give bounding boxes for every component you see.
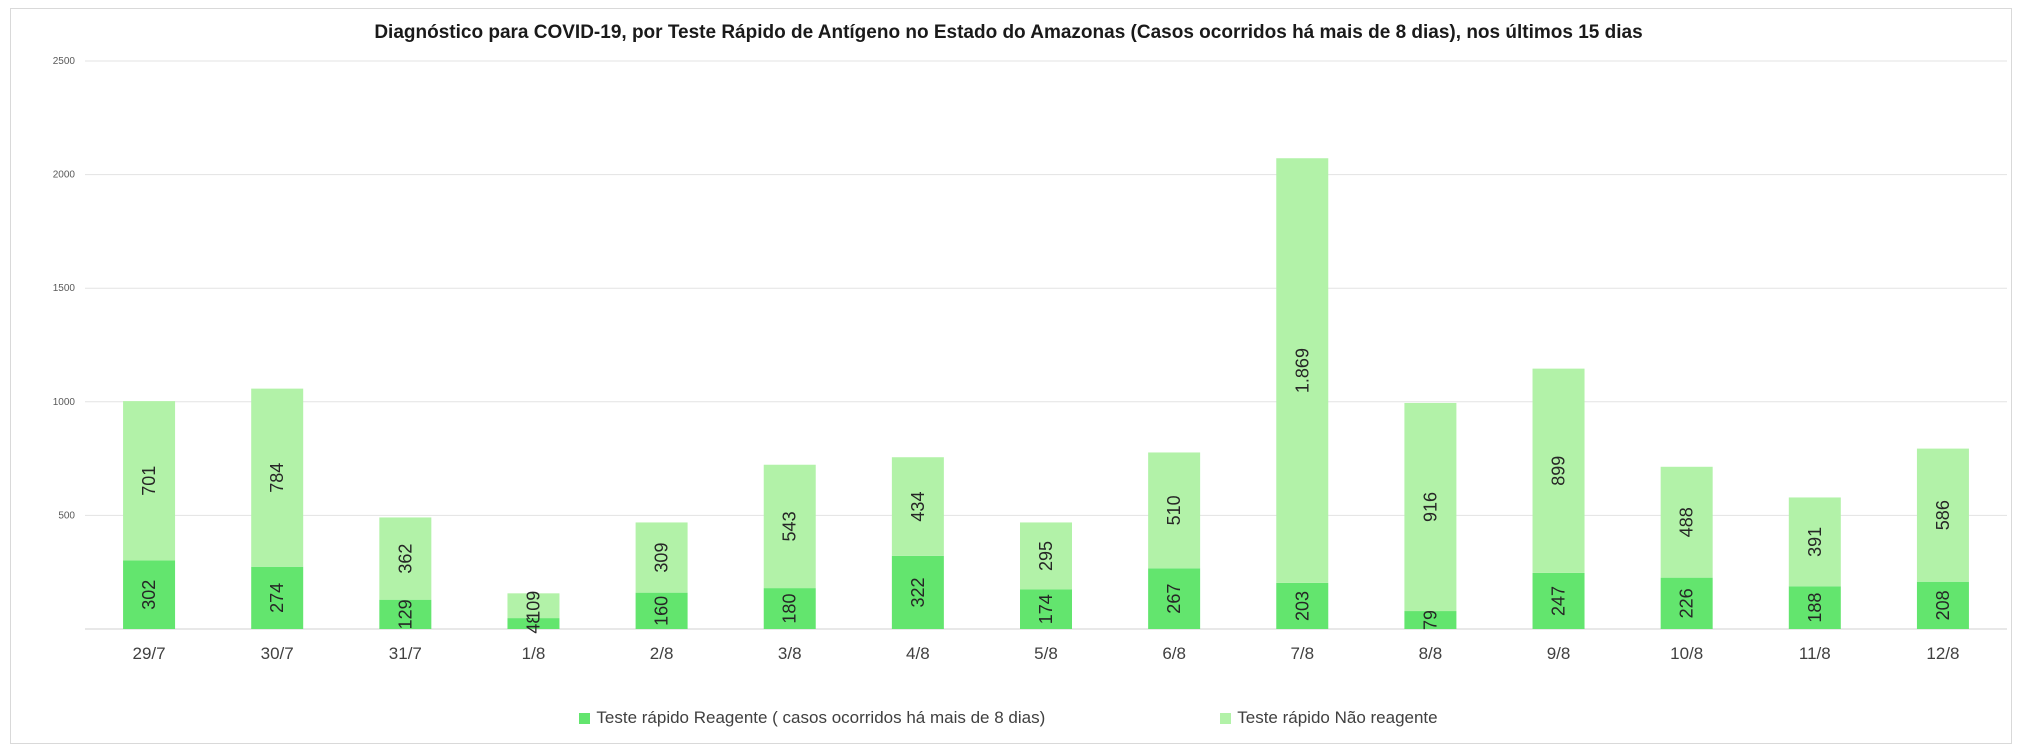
data-label: 247 [1549,586,1569,616]
data-label: 203 [1292,591,1312,621]
legend-swatch-reagente [579,712,591,724]
bar-nao-reagente [1788,497,1841,587]
data-label: 1.869 [1292,348,1312,393]
chart-title: Diagnóstico para COVID-19, por Teste Ráp… [374,22,1643,43]
bar-reagente [379,599,432,629]
x-tick-label: 12/8 [1926,644,1959,663]
bar-reagente [1916,581,1969,629]
data-label: 510 [1164,495,1184,525]
x-tick-label: 29/7 [133,644,166,663]
data-label: 160 [652,596,672,626]
x-tick-label: 1/8 [522,644,546,663]
x-tick-label: 30/7 [261,644,294,663]
data-label: 180 [780,594,800,624]
x-tick-label: 3/8 [778,644,802,663]
data-label: 391 [1805,527,1825,557]
bar-nao-reagente [507,593,560,619]
data-label: 784 [267,463,287,493]
data-label: 48 [523,614,543,634]
legend-item-nao-reagente: Teste rápido Não reagente [1220,708,1438,728]
legend-swatch-nao-reagente [1220,712,1232,724]
bar-nao-reagente [251,388,304,567]
bar-reagente [635,592,688,629]
data-label: 109 [523,591,543,621]
data-label: 916 [1420,492,1440,522]
data-label: 208 [1933,590,1953,620]
bar-reagente [1532,572,1585,629]
data-label: 129 [395,599,415,629]
bar-nao-reagente [891,457,944,556]
bar-nao-reagente [1404,402,1457,612]
data-label: 79 [1420,610,1440,630]
bar-nao-reagente [123,401,176,561]
chart-legend: Teste rápido Reagente ( casos ocorridos … [0,708,2017,728]
bar-reagente [1788,586,1841,629]
y-tick-label: 1500 [53,283,76,294]
data-label: 586 [1933,500,1953,530]
data-label: 434 [908,492,928,522]
bar-nao-reagente [1276,158,1329,583]
x-tick-label: 6/8 [1162,644,1186,663]
x-tick-label: 8/8 [1419,644,1443,663]
data-label: 701 [139,466,159,496]
legend-item-reagente: Teste rápido Reagente ( casos ocorridos … [579,708,1045,728]
data-label: 302 [139,580,159,610]
data-label: 295 [1036,541,1056,571]
x-tick-label: 2/8 [650,644,674,663]
data-label: 174 [1036,594,1056,624]
bar-reagente [123,560,176,629]
bar-reagente [763,588,816,629]
data-label: 309 [652,543,672,573]
x-tick-label: 11/8 [1799,644,1831,663]
data-label: 899 [1549,456,1569,486]
bar-nao-reagente [1532,368,1585,573]
bar-reagente [891,555,944,629]
bar-reagente [507,618,560,629]
x-tick-label: 5/8 [1034,644,1058,663]
bar-nao-reagente [1148,452,1201,569]
x-tick-label: 4/8 [906,644,930,663]
bar-reagente [251,566,304,629]
data-label: 274 [267,583,287,613]
y-tick-label: 500 [58,510,75,521]
bar-reagente [1148,568,1201,629]
x-tick-label: 10/8 [1670,644,1703,663]
y-tick-label: 1000 [53,397,76,408]
bar-reagente [1020,589,1072,629]
bar-nao-reagente [763,464,816,589]
data-label: 543 [780,511,800,541]
bar-nao-reagente [1020,522,1072,590]
data-label: 362 [395,544,415,574]
data-label: 226 [1677,588,1697,618]
data-label: 188 [1805,593,1825,623]
legend-label-nao-reagente: Teste rápido Não reagente [1237,708,1438,727]
y-tick-label: 2000 [53,170,76,181]
y-tick-label: 2500 [53,56,76,67]
bar-nao-reagente [1660,466,1713,578]
bar-reagente [1660,577,1713,629]
x-tick-label: 9/8 [1547,644,1571,663]
data-label: 267 [1164,584,1184,614]
bar-reagente [1404,611,1457,629]
bar-nao-reagente [379,517,432,600]
bar-reagente [1276,582,1329,629]
x-tick-label: 7/8 [1290,644,1314,663]
data-label: 322 [908,577,928,607]
x-tick-label: 31/7 [389,644,422,663]
bar-nao-reagente [1916,448,1969,582]
bar-nao-reagente [635,522,688,593]
legend-label-reagente: Teste rápido Reagente ( casos ocorridos … [596,708,1046,727]
data-label: 488 [1677,507,1697,537]
